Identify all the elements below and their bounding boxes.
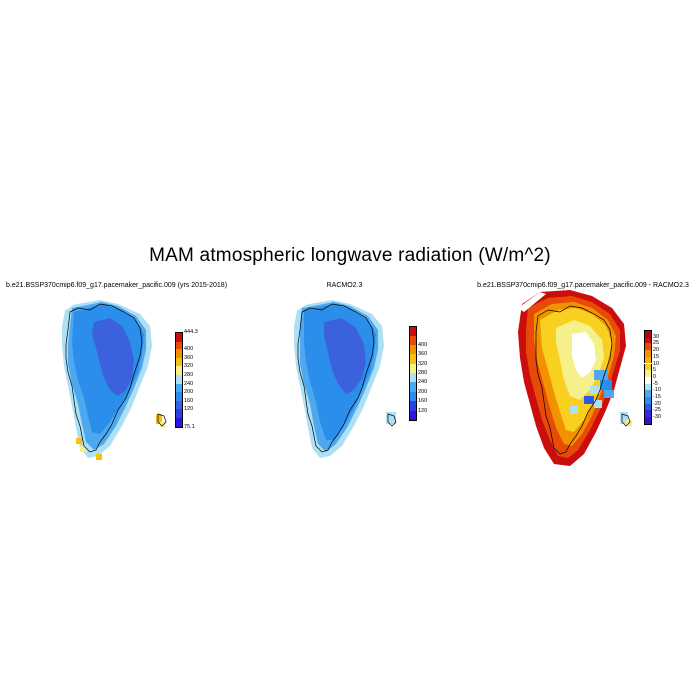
colorbar-swatch (409, 326, 417, 337)
colorbar-swatch (644, 383, 652, 391)
colorbar-swatch (175, 357, 183, 367)
colorbar-swatch (175, 349, 183, 358)
colorbar-swatch (175, 409, 183, 418)
colorbar-tick-label: 444.3 (184, 329, 198, 335)
colorbar-tick-label: -25 (653, 407, 661, 414)
colorbar-swatch (409, 382, 417, 392)
colorbar-swatch (409, 344, 417, 355)
colorbar-swatch (409, 391, 417, 402)
colorbar-tick-label: 10 (653, 360, 660, 367)
panel-difference: b.e21.BSSP370cmip6.f09_g17.pacemaker_pac… (470, 280, 700, 470)
colorbar-tick-label: 240 (418, 379, 428, 386)
colorbar-tick-label: 120 (184, 406, 194, 413)
colorbar-tick-label: -30 (653, 414, 661, 421)
colorbar-swatch (175, 400, 183, 410)
colorbar-swatch (644, 417, 652, 425)
colorbar-tick-label: -10 (653, 387, 661, 394)
colorbar-swatch (409, 373, 417, 383)
colorbar-swatch (409, 354, 417, 364)
colorbar-swatch (644, 343, 652, 351)
colorbar-swatch (644, 403, 652, 411)
colorbar-swatch (175, 383, 183, 393)
colorbar-tick-label: 0 (653, 373, 657, 380)
panel-title-model: b.e21.BSSP370cmip6.f09_g17.pacemaker_pac… (6, 282, 228, 289)
colorbar-swatch (409, 335, 417, 345)
colorbar-swatch (409, 363, 417, 373)
colorbar-tick-label: 400 (418, 341, 428, 348)
colorbar-swatch (175, 375, 183, 384)
colorbar-tick-label: -20 (653, 400, 661, 407)
colorbar-swatch (644, 410, 652, 418)
colorbar-tick-label: 400 (184, 346, 194, 353)
colorbar-swatch (644, 376, 652, 384)
colorbar-swatch (644, 397, 652, 404)
colorbar-swatch (644, 350, 652, 357)
colorbar-tick-label: 20 (653, 347, 660, 354)
panel-model: b.e21.BSSP370cmip6.f09_g17.pacemaker_pac… (0, 280, 230, 470)
colorbar-tick-label: 360 (184, 354, 194, 361)
colorbar-swatch (409, 401, 417, 411)
colorbar-swatch (175, 340, 183, 350)
colorbar-tick-label: 320 (184, 363, 194, 370)
colorbar-tick-label: 25 (653, 340, 660, 347)
colorbar-tick-label: 30 (653, 333, 660, 340)
colorbar-tick-label: 280 (184, 372, 194, 378)
colorbar-tick-label: 200 (418, 388, 428, 395)
colorbar-tick-label: 240 (184, 380, 194, 387)
colorbar-swatch (644, 336, 652, 344)
colorbar-swatch (644, 356, 652, 364)
greenland-map-model (62, 296, 167, 460)
colorbar-swatch (644, 370, 652, 377)
colorbar-tick-label: 75.1 (184, 423, 195, 430)
panel-title-racmo: RACMO2.3 (326, 282, 363, 289)
panel-title-difference: b.e21.BSSP370cmip6.f09_g17.pacemaker_pac… (477, 282, 689, 289)
figure-title: MAM atmospheric longwave radiation (W/m^… (149, 245, 551, 266)
colorbar-tick-label: 160 (184, 397, 194, 404)
colorbar-tick-label: -5 (653, 380, 658, 387)
colorbar-tick-label: 15 (653, 353, 660, 360)
colorbar-swatch (644, 363, 652, 371)
colorbar-tick-label: 120 (418, 407, 428, 414)
colorbar-tick-label: -15 (653, 394, 661, 400)
colorbar-swatch (175, 392, 183, 401)
colorbar-tick-label: 320 (418, 360, 428, 367)
colorbar-swatch (644, 330, 652, 338)
colorbar-swatch (644, 390, 652, 397)
colorbar-swatch (175, 332, 183, 342)
greenland-map-racmo (294, 296, 397, 458)
colorbar-swatch (409, 410, 417, 421)
colorbar-tick-label: 160 (418, 398, 428, 405)
colorbar-tick-label: 200 (184, 389, 194, 396)
colorbar-tick-label: 280 (418, 370, 428, 376)
colorbar-swatch (175, 418, 183, 428)
cells-outer (62, 296, 167, 460)
greenland-map-difference (518, 290, 632, 466)
colorbar-swatch (175, 366, 183, 375)
colorbar-tick-label: 360 (418, 351, 428, 358)
panel-racmo: RACMO2.3 120 160 200 240 280 320 360 400 (232, 280, 457, 470)
colorbar-tick-label: 5 (653, 367, 657, 374)
